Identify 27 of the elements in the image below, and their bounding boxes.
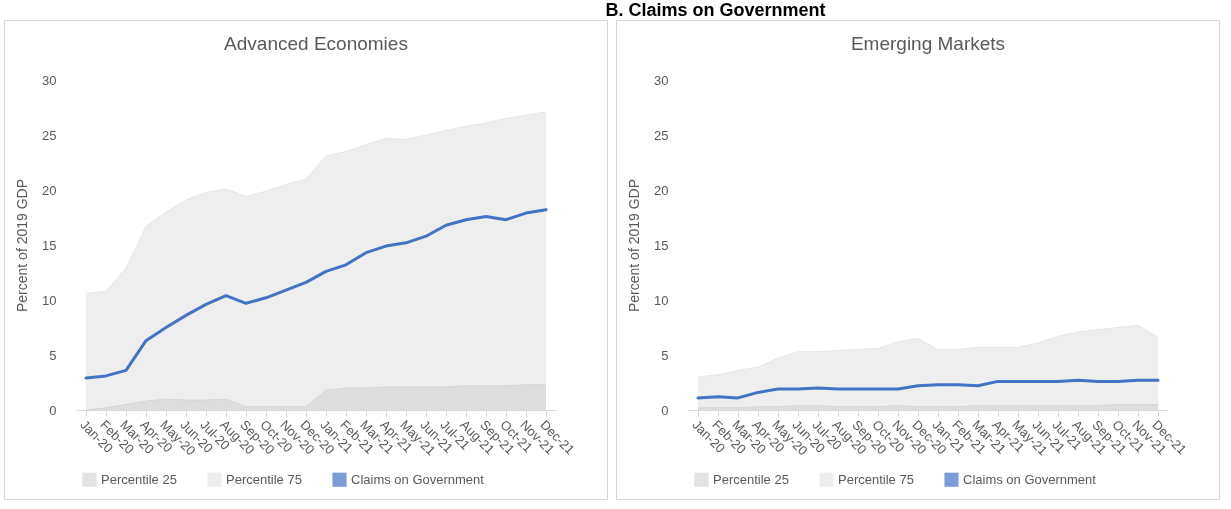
line-series [696,378,1160,400]
y-tick-label: 5 [49,347,57,363]
y-tick-label: 0 [49,402,57,418]
y-tick-label: 30 [42,72,57,88]
text: B. Claims on Government [604,0,827,20]
legend-label: Percentile 75 [838,471,914,487]
chart-title: Advanced Economies [224,33,408,54]
legend-label: Percentile 75 [226,471,302,487]
legend-label: Claims on Government [351,471,485,487]
legend-label: Percentile 25 [713,471,789,487]
y-tick-label: 20 [42,182,57,198]
y-tick-label: 25 [654,127,669,143]
y-axis-title: Percent of 2019 GDP [14,178,31,313]
y-tick-label: 20 [654,182,669,198]
y-tick-label: 5 [661,347,669,363]
legend-label: Percentile 25 [101,471,177,487]
y-tick-label: 10 [654,292,669,308]
y-tick-label: 15 [654,237,669,253]
y-tick-label: 0 [661,402,669,418]
y-tick-label: 25 [42,127,57,143]
legend-label: Claims on Government [963,471,1097,487]
line-series [84,208,548,380]
y-axis-title: Percent of 2019 GDP [626,178,643,313]
y-tick-label: 15 [42,237,57,253]
y-tick-label: 10 [42,292,57,308]
chart-title: Emerging Markets [850,33,1006,54]
y-tick-label: 30 [654,72,669,88]
